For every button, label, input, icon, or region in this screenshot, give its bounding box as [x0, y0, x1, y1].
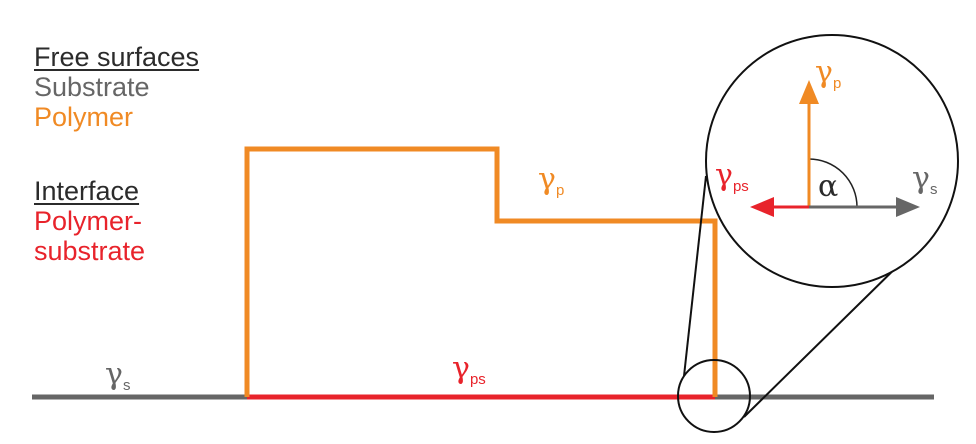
gamma-ps-label-zoom: γps [715, 158, 749, 195]
gamma-s-arrowhead [896, 197, 920, 217]
legend-interface-heading: Interface [34, 176, 140, 206]
gamma-s-label-zoom: γs [912, 161, 937, 198]
angle-arc [808, 158, 858, 208]
zoom-large-circle [705, 34, 959, 288]
legend-interface: Interface Polymer- substrate [34, 176, 145, 266]
legend-free-surfaces: Free surfaces Substrate Polymer [34, 42, 199, 132]
polymer-outline [244, 146, 718, 397]
gamma-ps-label-interface: γps [452, 351, 486, 388]
legend-polymer-label: Polymer [34, 102, 134, 132]
gamma-p-arrowhead [799, 80, 819, 104]
legend-polymer-substrate-line1: Polymer- [34, 206, 143, 236]
gamma-p-label-surface: γp [538, 162, 564, 199]
gamma-ps-arrowhead [750, 197, 774, 217]
legend-free-surfaces-heading: Free surfaces [34, 42, 200, 72]
gamma-p-label-zoom: γp [815, 55, 841, 92]
zoom-small-circle [677, 359, 751, 433]
zoom-tangent-left [683, 175, 707, 377]
alpha-label: α [818, 169, 838, 204]
zoom-tangent-right [743, 249, 915, 418]
legend-polymer-substrate-line2: substrate [34, 236, 146, 266]
legend-substrate-label: Substrate [34, 72, 150, 102]
gamma-s-label-surface: γs [105, 357, 130, 394]
